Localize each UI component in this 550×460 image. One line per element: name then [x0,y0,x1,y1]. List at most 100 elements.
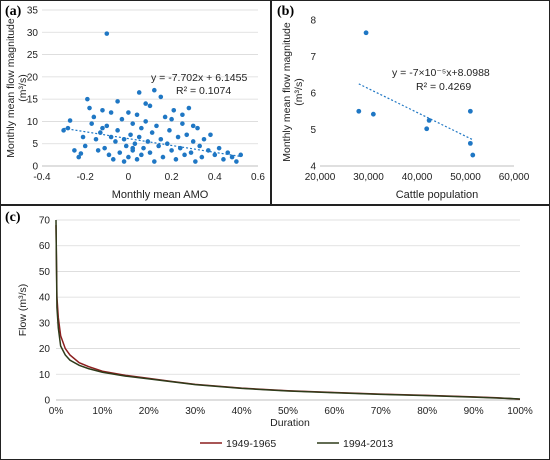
data-point [201,136,207,142]
y-tick-label: 7 [310,52,316,63]
data-point [85,96,90,102]
data-point [171,107,177,113]
x-tick-label: 70% [371,406,391,417]
x-tick-label: 0.6 [251,172,265,183]
data-point [182,152,187,158]
x-tick-label: 20,000 [305,172,336,183]
data-point [102,145,107,151]
panel-b-r-squared: R² = 0.4269 [416,81,471,93]
x-tick-label: 10% [92,406,112,417]
y-tick-label: 60 [39,241,51,252]
trendline [63,127,241,158]
y-tick-label: 6 [310,89,316,100]
legend: 1949-1965 1994-2013 [200,438,393,450]
x-tick-label: 0.4 [208,172,222,183]
x-tick-label: 0 [126,172,132,183]
data-point [80,134,86,140]
data-point [424,126,430,132]
data-point [115,128,120,133]
panel-c: (c) 0 10 20 30 40 50 60 70 0% 10% 20% 30% 40% 50% 60% 7… [0,206,550,460]
panel-c-ylabel: Flow (m³/s) [17,284,29,337]
data-point [100,125,105,131]
panel-b-xlabel: Cattle population [396,189,479,201]
y-tick-label: 10 [39,370,51,381]
data-point [115,99,120,104]
data-point [100,107,105,113]
data-point [147,150,153,155]
data-point [190,123,196,129]
data-point [104,123,110,129]
data-point [160,154,166,160]
data-point [132,141,138,147]
y-tick-label: 50 [39,267,51,278]
data-point [208,132,213,138]
data-point [61,128,66,133]
data-point [238,152,244,158]
data-point [104,31,110,36]
data-point [128,132,133,138]
x-tick-label: 0% [49,406,64,417]
data-point [139,125,144,131]
data-point [91,114,97,120]
data-point [154,123,159,129]
panel-b-label: (b) [277,4,295,19]
data-point [158,136,164,142]
panel-b-ylabel-line2: (m³/s) [293,78,305,105]
data-point [98,130,103,135]
series-line-1949-1965 [55,225,521,400]
data-point [370,111,376,117]
data-point [173,157,179,162]
data-point [113,139,118,144]
y-tick-label: 5 [310,125,316,136]
data-point [188,150,194,155]
x-tick-label: 20% [139,406,159,417]
data-point [143,101,148,106]
data-point [76,154,82,160]
data-point [180,112,185,118]
data-point [121,159,127,164]
panel-c-label: (c) [5,210,21,225]
data-point [158,94,164,100]
data-point [126,154,131,160]
y-tick-label: 15 [27,95,39,106]
data-point [139,152,144,158]
y-tick-label: 25 [27,50,39,61]
legend-label-1994-2013: 1994-2013 [343,438,393,450]
data-point [169,116,174,122]
x-tick-label: 0.2 [165,172,179,183]
data-point [221,157,226,162]
data-point [234,159,239,164]
data-point [184,132,190,138]
y-tick-label: 0 [44,396,50,407]
data-point [190,139,196,144]
panel-a-ylabel-line2: (m³/s) [17,74,29,101]
data-point [130,145,136,151]
data-point [180,121,185,126]
data-point [134,157,140,162]
x-tick-label: 30% [185,406,205,417]
data-point [164,141,170,147]
x-tick-label: 100% [507,406,533,417]
data-point [363,30,369,36]
data-point [212,152,218,158]
x-tick-label: 40% [232,406,252,417]
x-tick-label: 30,000 [353,172,384,183]
data-point [467,140,473,146]
data-point [467,108,473,114]
data-point [175,134,181,140]
data-point [216,145,222,151]
data-point [199,154,205,160]
data-point [106,152,112,158]
data-point [197,143,202,149]
trendline [358,83,474,141]
data-point [229,154,235,160]
panel-b: (b) 4 5 6 7 8 20,000 30,000 40,000 50,000 60,000 … [272,0,550,206]
y-tick-label: 0 [32,162,38,173]
data-point [134,112,140,118]
x-tick-label: 50,000 [450,172,481,183]
y-tick-label: 5 [32,139,38,150]
data-point [470,152,476,158]
x-tick-label: 80% [417,406,437,417]
data-point [130,121,136,126]
data-point [356,108,362,114]
